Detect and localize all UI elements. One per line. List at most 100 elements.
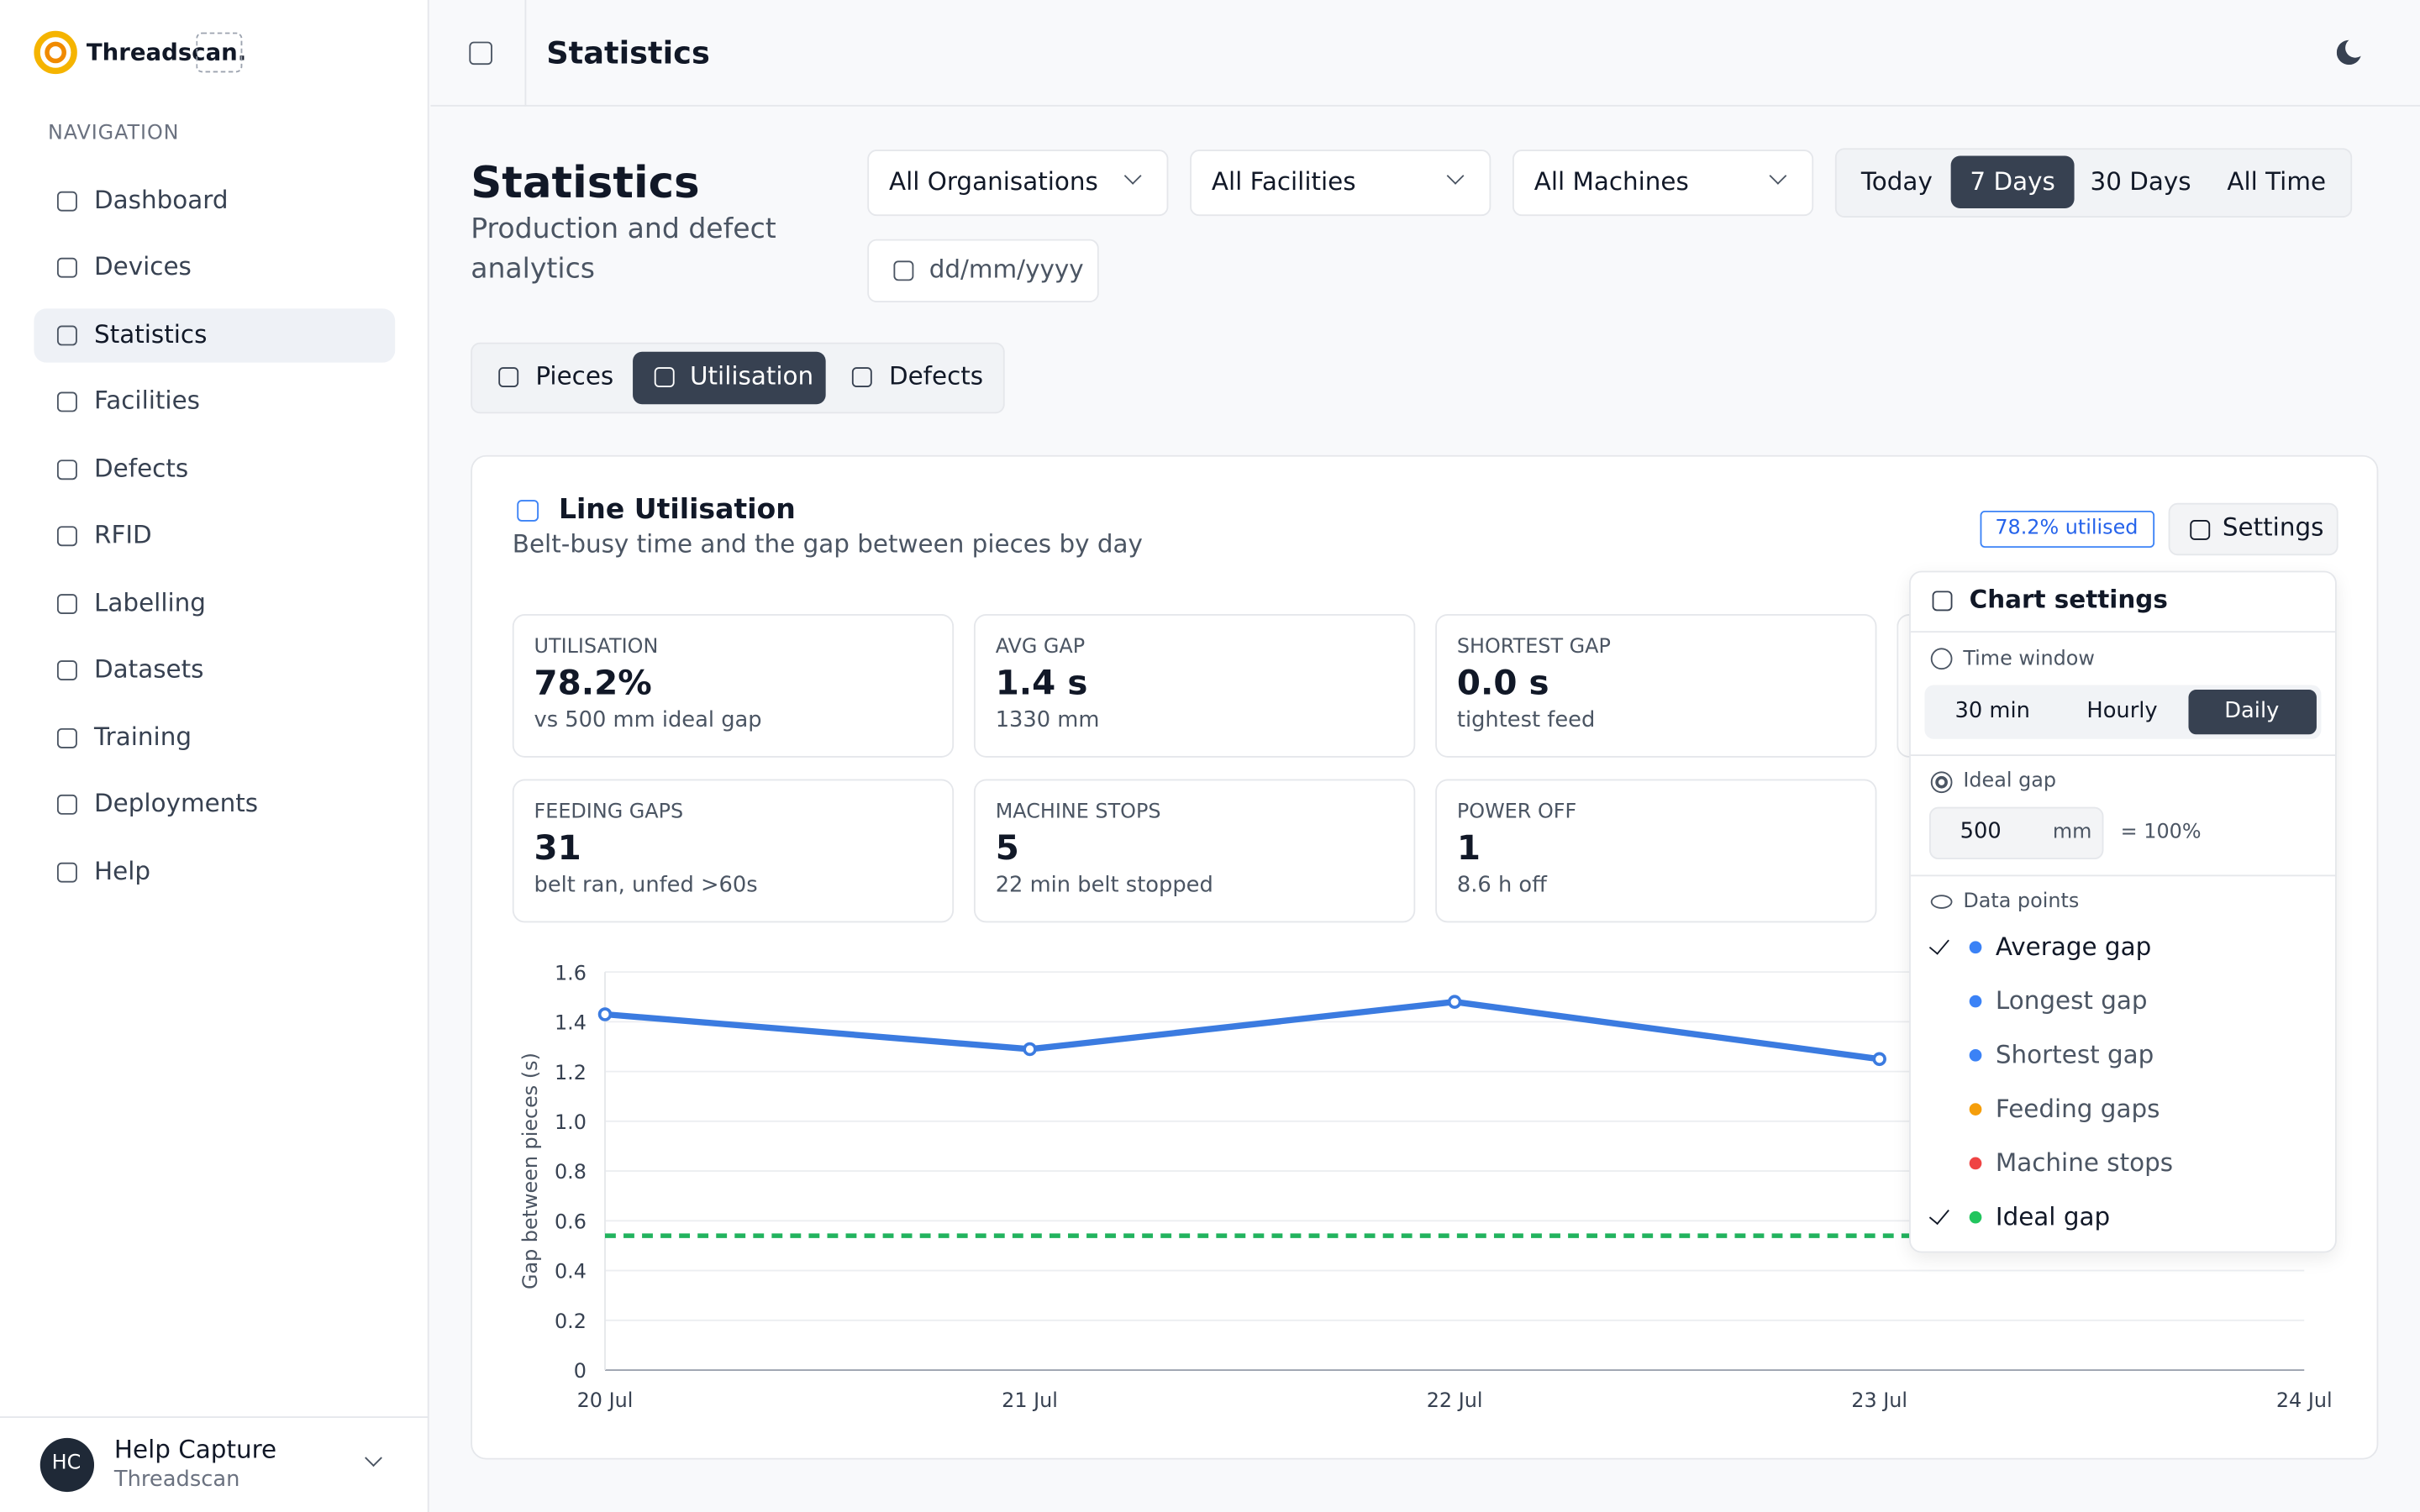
- panel-divider: [1910, 874, 2335, 877]
- stat-note: vs 500 mm ideal gap: [534, 708, 762, 733]
- header-title: Statistics: [546, 34, 710, 71]
- stat-value: 5: [995, 829, 1019, 869]
- icon: [56, 391, 76, 412]
- stat-card: [512, 614, 955, 758]
- nav-item[interactable]: Help: [94, 856, 151, 885]
- settings-panel: [1909, 570, 2337, 1253]
- stat-card: [1435, 614, 1877, 758]
- series-dot: [1969, 941, 1982, 954]
- tab[interactable]: Defects: [888, 360, 984, 391]
- stat-note: 22 min belt stopped: [995, 873, 1213, 899]
- logo: [34, 30, 77, 75]
- ideal-gap-equals: = 100%: [2120, 820, 2202, 844]
- range-button[interactable]: 7 Days: [1970, 165, 2055, 196]
- filter-label: All Organisations: [888, 165, 1098, 196]
- badge-text: 78.2% utilised: [1995, 517, 2139, 540]
- range-button[interactable]: All Time: [2227, 165, 2327, 196]
- data-point-option[interactable]: Ideal gap: [1995, 1201, 2111, 1231]
- icon: [1931, 590, 1952, 611]
- icon: [56, 727, 76, 748]
- avatar-initials: HC: [51, 1452, 82, 1475]
- time-window-option[interactable]: Daily: [2224, 699, 2280, 724]
- line-series: [604, 999, 1881, 1063]
- nav-item[interactable]: Training: [94, 722, 192, 752]
- time-window-option[interactable]: Hourly: [2086, 699, 2158, 724]
- stat-label: MACHINE STOPS: [995, 801, 1161, 824]
- range-button[interactable]: Today: [1860, 165, 1933, 196]
- nav-item[interactable]: Facilities: [94, 386, 201, 416]
- panel-divider: [1910, 754, 2335, 757]
- sidebar: [0, 0, 429, 1512]
- stat-value: 0.0 s: [1456, 664, 1549, 703]
- sidebar-footer-line: [0, 1416, 429, 1418]
- data-point-option[interactable]: Shortest gap: [1995, 1039, 2154, 1069]
- stat-label: UTILISATION: [534, 635, 659, 659]
- nav-item[interactable]: RFID: [94, 520, 152, 550]
- icon: [56, 190, 76, 211]
- icon: [2189, 519, 2210, 539]
- tab-active: [633, 351, 826, 405]
- logo-mark: [196, 32, 243, 73]
- nav-item[interactable]: Statistics: [94, 318, 208, 349]
- date-input[interactable]: [867, 239, 1099, 303]
- nav-item[interactable]: Dashboard: [94, 185, 229, 214]
- ideal-gap-input[interactable]: [1928, 806, 2104, 860]
- y-tick-label: 1.4: [555, 1011, 587, 1035]
- range-button[interactable]: 30 Days: [2090, 165, 2191, 196]
- section-label: Time window: [1963, 648, 2095, 671]
- icon: [56, 459, 76, 480]
- stat-label: SHORTEST GAP: [1456, 635, 1611, 659]
- user-name[interactable]: Help Capture: [113, 1434, 277, 1464]
- icon: [56, 861, 76, 882]
- nav-item[interactable]: Defects: [94, 453, 189, 483]
- date-placeholder: dd/mm/yyyy: [929, 254, 1084, 284]
- ideal-gap-value: 500: [1960, 819, 2002, 845]
- brand: Threadscan.: [86, 38, 247, 66]
- icon: [497, 366, 518, 387]
- icon: [517, 500, 539, 522]
- data-point-option[interactable]: Feeding gaps: [1995, 1093, 2160, 1123]
- nav-item[interactable]: Deployments: [94, 789, 259, 819]
- stat-card: [973, 614, 1416, 758]
- target-icon: [1930, 771, 1953, 794]
- y-tick-label: 0.6: [555, 1210, 587, 1234]
- tab[interactable]: Pieces: [535, 360, 614, 391]
- header: [430, 0, 2420, 107]
- series-dot: [1969, 1157, 1982, 1170]
- tab[interactable]: Utilisation: [690, 360, 814, 391]
- range-active: [1950, 155, 2075, 208]
- stat-label: POWER OFF: [1456, 801, 1577, 824]
- nav-section: NAVIGATION: [47, 121, 180, 145]
- stat-card: [512, 779, 955, 923]
- card-subtitle: Belt-busy time and the gap between piece…: [512, 528, 1143, 559]
- stat-note: 8.6 h off: [1456, 873, 1547, 899]
- stat-value: 1: [1456, 829, 1481, 869]
- time-window-active: [2188, 690, 2317, 735]
- icon: [850, 366, 871, 387]
- x-tick-label: 23 Jul: [1851, 1389, 1907, 1412]
- settings-button[interactable]: [2168, 502, 2338, 556]
- filter-select[interactable]: [1512, 150, 1814, 217]
- icon: [56, 526, 76, 547]
- nav-item[interactable]: Labelling: [94, 587, 206, 617]
- filter-select[interactable]: [867, 150, 1169, 217]
- icon: [56, 593, 76, 614]
- y-tick-label: 1.0: [555, 1110, 587, 1134]
- filter-select[interactable]: [1190, 150, 1491, 217]
- data-point-option[interactable]: Longest gap: [1995, 985, 2148, 1016]
- stat-value: 1.4 s: [995, 664, 1088, 703]
- y-tick-label: 0.8: [555, 1160, 587, 1184]
- time-window-option[interactable]: 30 min: [1954, 699, 2030, 724]
- nav-item[interactable]: Datasets: [94, 654, 204, 685]
- page-subtitle: Production and defect analytics: [471, 213, 776, 286]
- stat-card: [973, 779, 1416, 923]
- nav-item[interactable]: Devices: [94, 251, 192, 281]
- x-tick-label: 22 Jul: [1427, 1389, 1483, 1412]
- filter-label: All Machines: [1534, 165, 1689, 196]
- stat-label: FEEDING GAPS: [534, 801, 684, 824]
- data-point-option[interactable]: Machine stops: [1995, 1147, 2174, 1178]
- stat-value: 78.2%: [534, 664, 652, 703]
- x-tick-label: 20 Jul: [577, 1389, 634, 1412]
- data-point-option[interactable]: Average gap: [1995, 932, 2152, 961]
